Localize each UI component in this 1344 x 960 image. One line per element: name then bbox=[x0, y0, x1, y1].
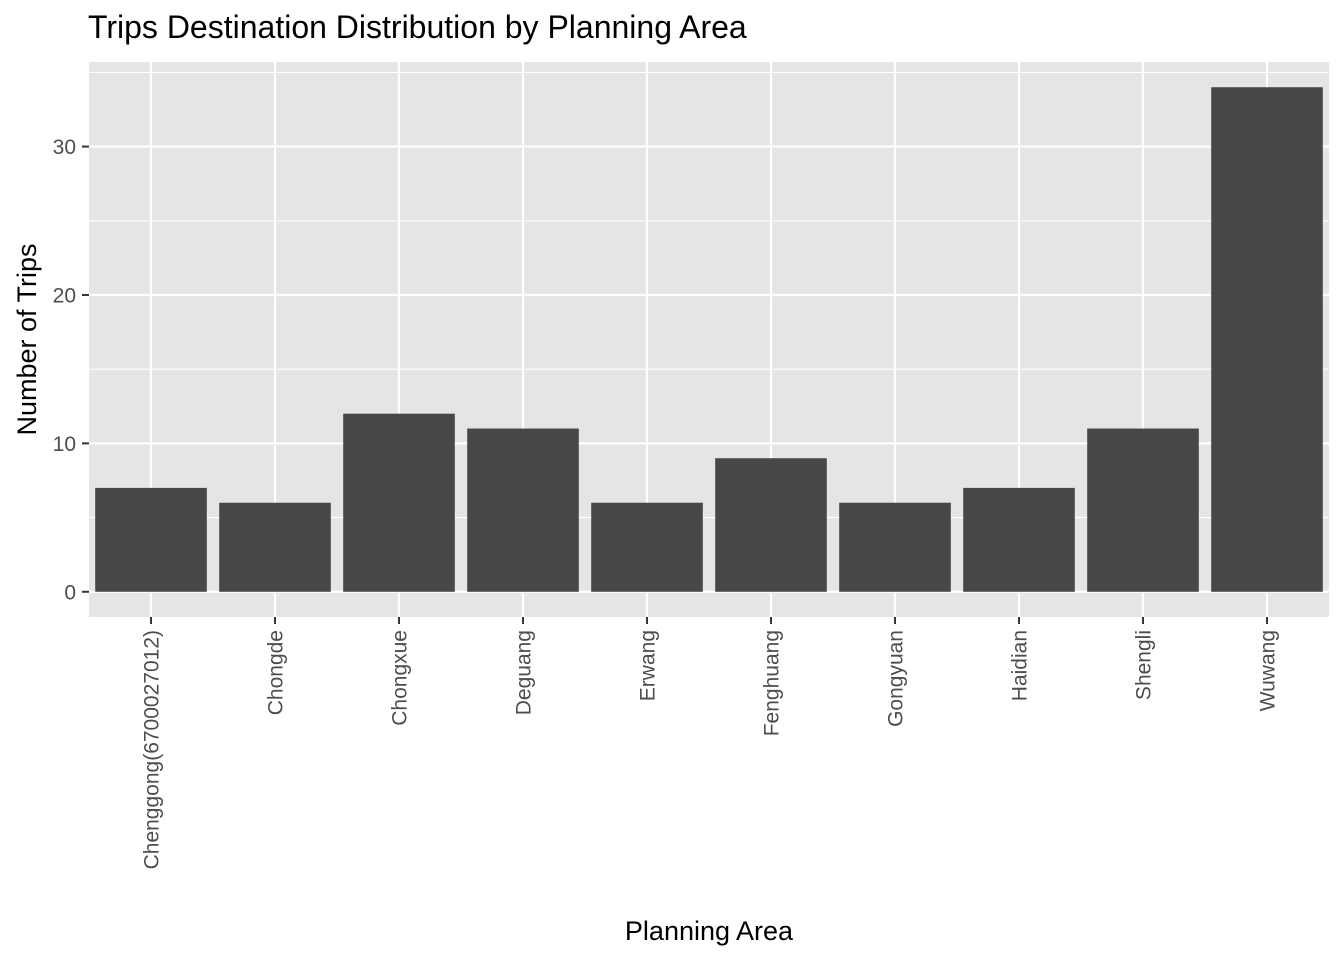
bar-gongyuan bbox=[839, 502, 951, 592]
bar-erwang bbox=[591, 502, 703, 592]
bar-chongde bbox=[219, 502, 331, 592]
x-tick-label: Haidian bbox=[1009, 630, 1032, 701]
x-tick-label: Deguang bbox=[513, 630, 536, 715]
bar-deguang bbox=[467, 428, 579, 592]
chart-title: Trips Destination Distribution by Planni… bbox=[88, 9, 747, 45]
bars bbox=[95, 87, 1323, 592]
x-tick-label: Chongxue bbox=[389, 630, 412, 726]
bar-haidian bbox=[963, 487, 1075, 592]
x-axis-title: Planning Area bbox=[625, 916, 794, 946]
x-tick-label: Erwang bbox=[637, 630, 660, 701]
x-tick-label: Wuwang bbox=[1257, 630, 1280, 711]
x-axis: Chenggong(6700027012) Chongde Chongxue Degu… bbox=[141, 617, 1280, 869]
bar-wuwang bbox=[1211, 87, 1323, 592]
y-axis-title: Number of Trips bbox=[12, 243, 42, 435]
y-axis: 0 10 20 30 bbox=[53, 136, 89, 604]
x-tick-label: Chongde bbox=[265, 630, 288, 715]
bar-fenghuang bbox=[715, 458, 827, 592]
bar-shengli bbox=[1087, 428, 1199, 592]
x-tick-label: Shengli bbox=[1133, 630, 1156, 700]
y-tick-label: 30 bbox=[53, 136, 76, 159]
y-tick-label: 20 bbox=[53, 284, 76, 307]
y-tick-label: 0 bbox=[64, 581, 76, 604]
x-tick-label: Gongyuan bbox=[885, 630, 908, 727]
y-tick-label: 10 bbox=[53, 433, 76, 456]
bar-chongxue bbox=[343, 413, 455, 592]
bar-chenggong-6700027012 bbox=[95, 487, 207, 592]
x-tick-label: Chenggong(6700027012) bbox=[141, 630, 164, 869]
x-tick-label: Fenghuang bbox=[761, 630, 784, 736]
